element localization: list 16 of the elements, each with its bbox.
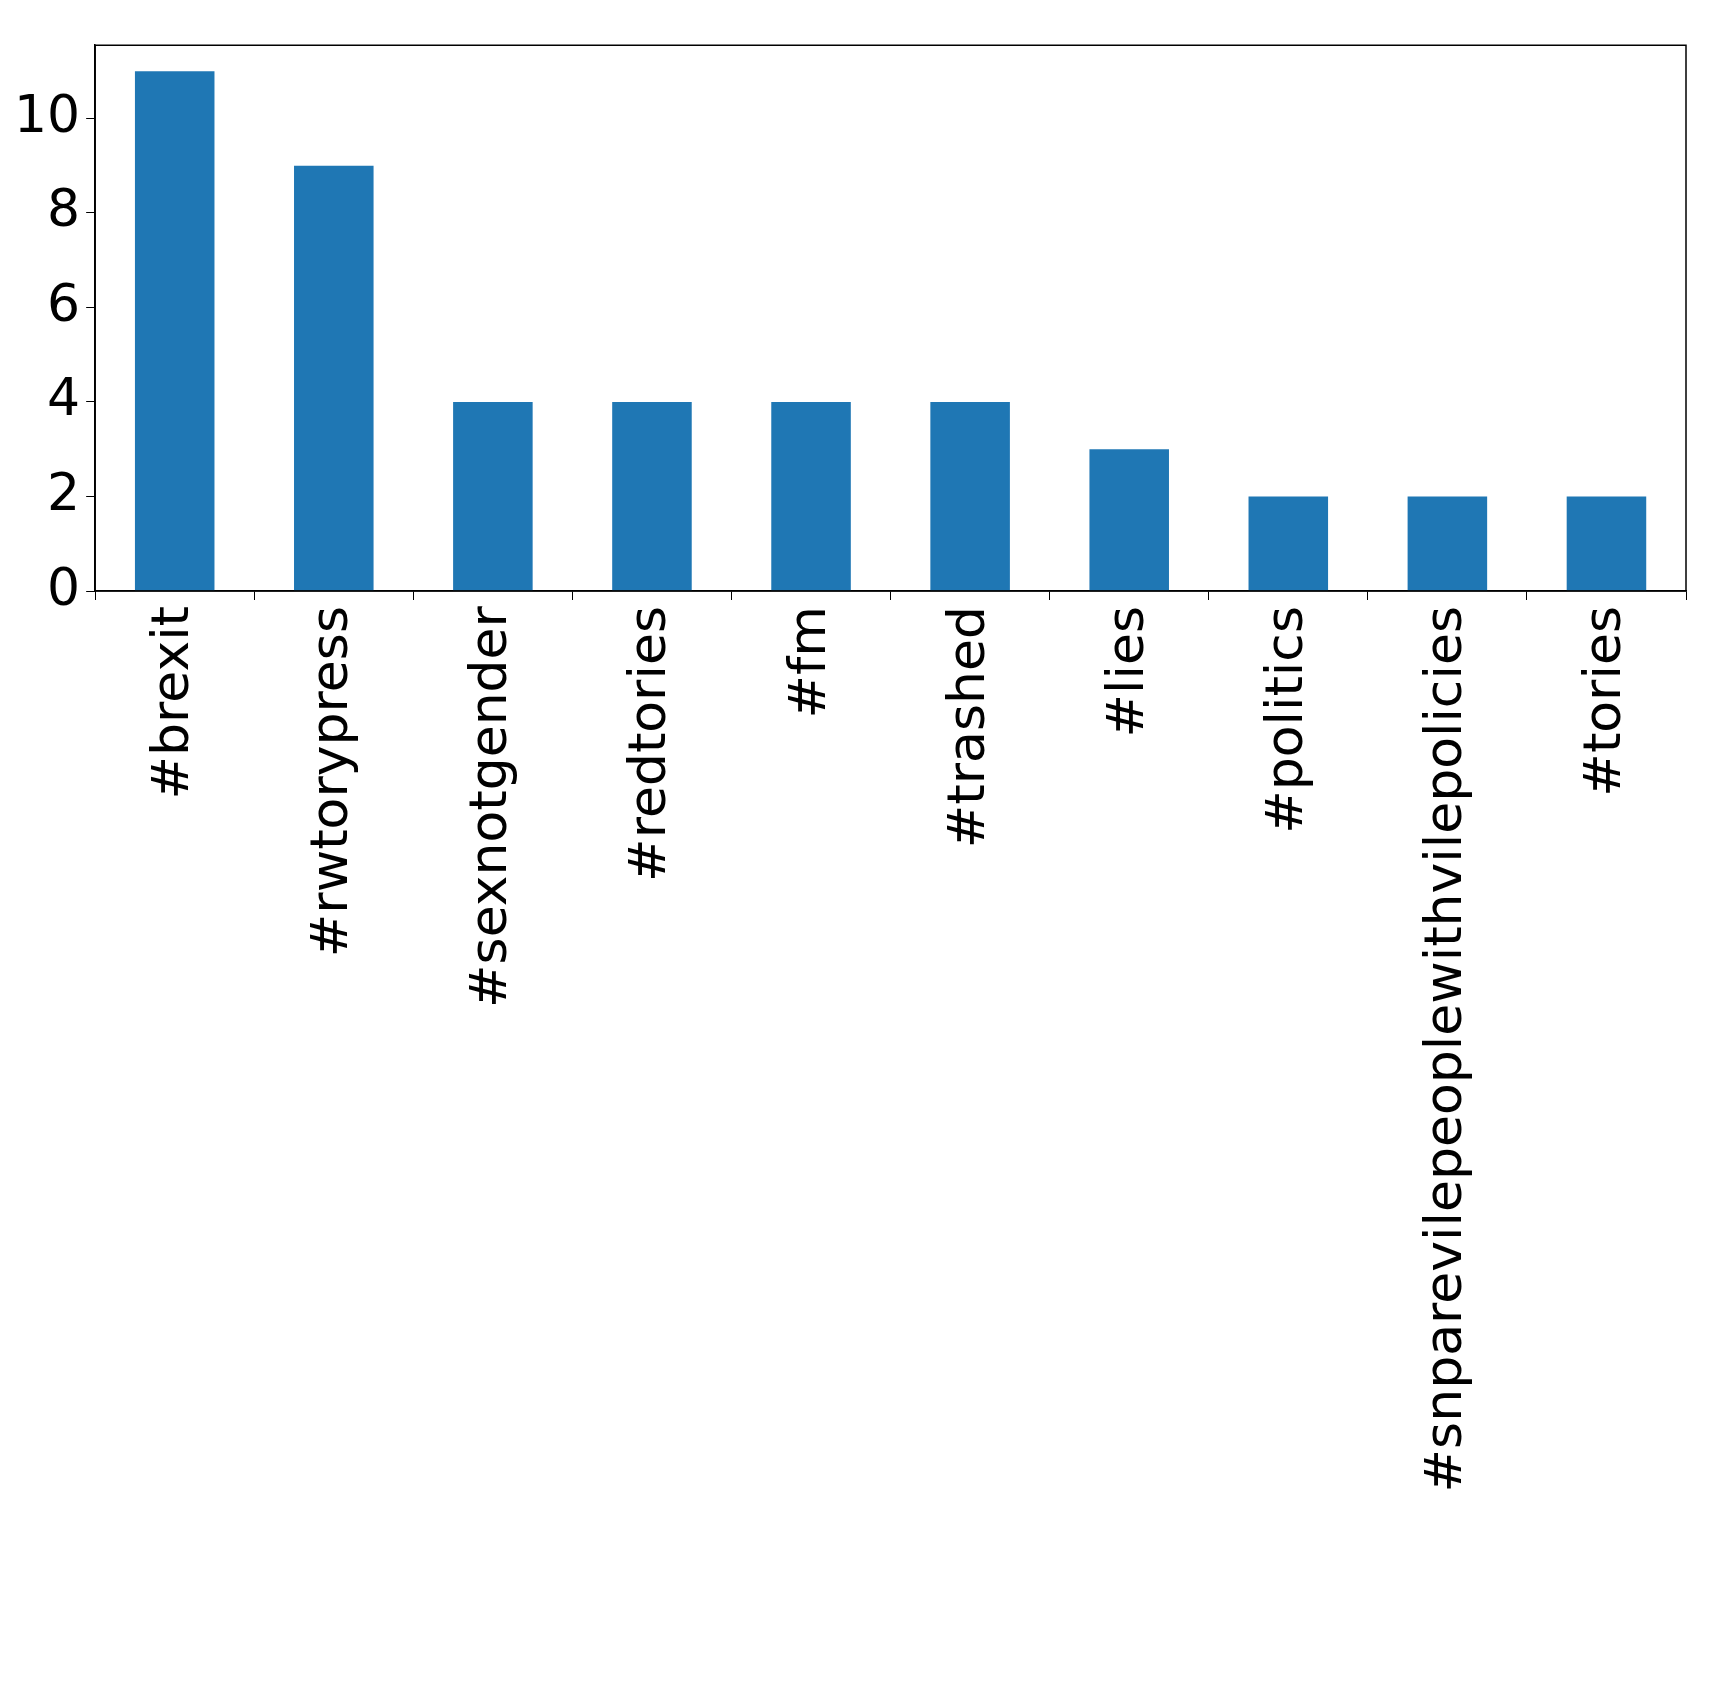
x-tick-label: #fm: [776, 606, 837, 719]
x-tick-label: #politics: [1253, 606, 1314, 834]
y-tick-label: 6: [47, 272, 81, 333]
x-tick-label: #redtories: [617, 606, 678, 882]
x-tick-label: #sexnotgender: [458, 605, 519, 1009]
y-tick-label: 10: [14, 83, 81, 144]
x-tick-label: #trashed: [935, 606, 996, 849]
x-tick-label: #brexit: [140, 606, 201, 800]
y-tick-label: 8: [47, 178, 81, 239]
x-tick-label: #tories: [1571, 606, 1632, 797]
x-tick-label: #lies: [1094, 606, 1155, 738]
x-tick-label: #snparevilepeoplewithvilepolicies: [1412, 606, 1473, 1493]
x-tick-label: #rwtorypress: [299, 606, 360, 958]
y-tick-label: 4: [47, 367, 81, 428]
y-tick-label: 2: [47, 462, 81, 522]
y-tick-label: 0: [47, 556, 81, 617]
